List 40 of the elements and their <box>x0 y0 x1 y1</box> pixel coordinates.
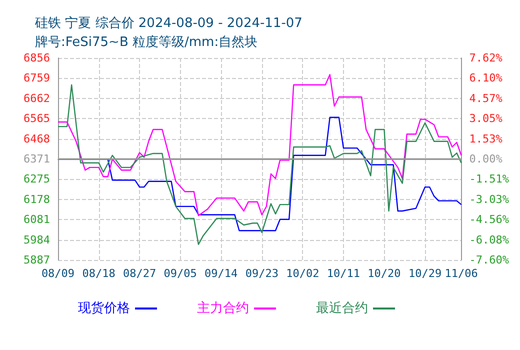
y-tick-label: 5984 <box>24 233 50 246</box>
y2-tick-label: -4.56% <box>469 213 510 226</box>
line-series <box>57 74 462 216</box>
x-tick-label: 08/18 <box>82 267 116 280</box>
x-tick-label: 08/09 <box>41 267 75 280</box>
x-tick-label: 09/05 <box>164 267 197 280</box>
y2-tick-label: 6.10% <box>469 72 503 85</box>
y2-tick-label: 7.62% <box>469 52 503 64</box>
y-tick-label: 6371 <box>24 152 50 166</box>
x-tick-label: 11/06 <box>444 267 478 280</box>
y-tick-label: 6468 <box>24 132 50 146</box>
y2-tick-label: 4.57% <box>469 92 503 105</box>
chart-subtitle: 牌号:FeSi75~B 粒度等级/mm:自然块 <box>35 34 258 50</box>
chart-title: 硅铁 宁夏 综合价 2024-08-09 - 2024-11-07 <box>34 15 302 31</box>
legend-label: 最近合约 <box>316 301 368 316</box>
legend-label: 现货价格 <box>78 301 130 316</box>
x-tick-label: 10/20 <box>368 267 401 280</box>
y2-tick-label: 3.05% <box>469 112 503 126</box>
y-tick-label: 6662 <box>24 92 50 105</box>
x-tick-label: 09/23 <box>245 267 278 280</box>
x-tick-label: 09/14 <box>204 267 238 280</box>
x-tick-label: 08/27 <box>122 267 156 280</box>
y2-tick-label: -3.03% <box>469 192 510 206</box>
y2-tick-label: -6.08% <box>469 233 510 246</box>
x-tick-label: 10/11 <box>326 267 360 280</box>
legend-label: 主力合约 <box>197 300 249 316</box>
x-tick-label: 10/02 <box>286 267 320 280</box>
y2-tick-label: -1.51% <box>469 172 510 186</box>
y-tick-label: 6565 <box>24 112 50 126</box>
y-tick-label: 6081 <box>24 213 50 226</box>
y-tick-label: 6759 <box>24 72 50 85</box>
y-tick-label: 6275 <box>24 172 50 186</box>
y2-tick-label: -7.60% <box>469 254 510 266</box>
y-tick-label: 6178 <box>24 192 50 206</box>
y-tick-label: 6856 <box>24 52 50 64</box>
x-tick-label: 10/29 <box>408 267 442 280</box>
y2-tick-label: 0.00% <box>469 152 503 166</box>
y-tick-label: 5887 <box>24 254 50 266</box>
y2-tick-label: 1.53% <box>469 132 503 146</box>
line-series <box>57 84 462 245</box>
